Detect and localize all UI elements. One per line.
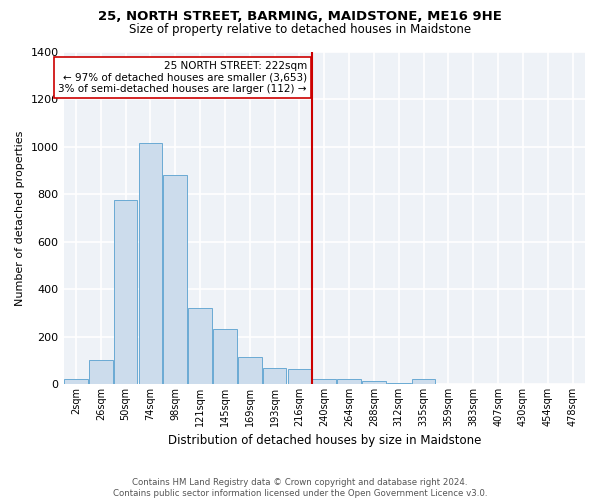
Text: 25, NORTH STREET, BARMING, MAIDSTONE, ME16 9HE: 25, NORTH STREET, BARMING, MAIDSTONE, ME… [98,10,502,23]
Text: Contains HM Land Registry data © Crown copyright and database right 2024.
Contai: Contains HM Land Registry data © Crown c… [113,478,487,498]
Bar [114,200,137,384]
Bar [337,380,361,384]
Bar [387,383,410,384]
Bar [287,368,311,384]
Bar [64,380,88,384]
Bar [188,308,212,384]
Y-axis label: Number of detached properties: Number of detached properties [15,130,25,306]
Text: 25 NORTH STREET: 222sqm
← 97% of detached houses are smaller (3,653)
3% of semi-: 25 NORTH STREET: 222sqm ← 97% of detache… [58,61,307,94]
Bar [412,380,436,384]
Bar [139,143,162,384]
Bar [89,360,113,384]
Bar [163,175,187,384]
X-axis label: Distribution of detached houses by size in Maidstone: Distribution of detached houses by size … [167,434,481,448]
Bar [362,380,386,384]
Bar [263,368,286,384]
Bar [213,330,237,384]
Bar [238,357,262,384]
Text: Size of property relative to detached houses in Maidstone: Size of property relative to detached ho… [129,22,471,36]
Bar [313,380,336,384]
